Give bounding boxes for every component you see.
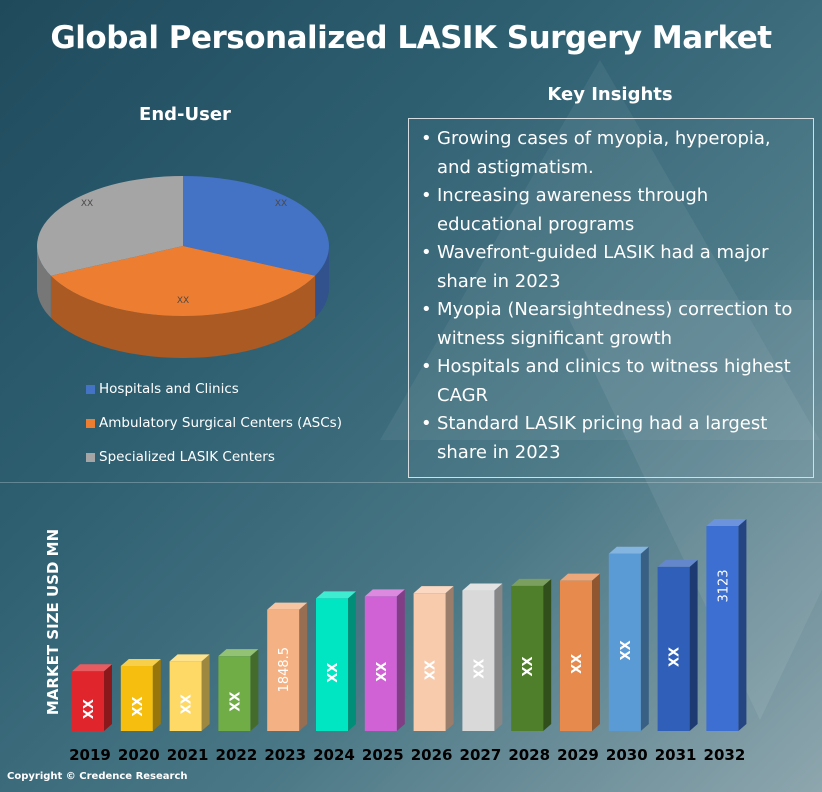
bar [511, 578, 552, 731]
bar [657, 559, 698, 731]
pie-value-label: XX [81, 199, 93, 209]
x-tick-label: 2021 [167, 746, 209, 764]
insight-item: Hospitals and clinics to witness highest… [421, 353, 805, 410]
x-tick-label: 2024 [313, 746, 355, 764]
x-tick-label: 2022 [216, 746, 258, 764]
bar-value-label: 1848.5 [277, 647, 292, 693]
legend-label: Specialized LASIK Centers [99, 449, 275, 465]
legend-swatch [86, 452, 95, 462]
pie-slice-side [315, 246, 329, 318]
x-tick-label: 2031 [655, 746, 697, 764]
x-tick-label: 2020 [118, 746, 160, 764]
page-title: Global Personalized LASIK Surgery Market [50, 20, 772, 56]
x-tick-label: 2029 [557, 746, 599, 764]
bar-value-label: XX [619, 640, 634, 660]
legend-swatch [86, 384, 95, 394]
bar-value-label: XX [131, 696, 146, 716]
pie-slice-side [50, 275, 316, 358]
insight-item: Increasing awareness through educational… [421, 182, 805, 239]
pie-value-label: XX [275, 199, 287, 209]
bar-value-label: XX [570, 654, 585, 674]
bar-value-label: 3123 [716, 569, 731, 602]
bar-value-label: XX [521, 656, 536, 676]
insight-item: Myopia (Nearsightedness) correction to w… [421, 296, 805, 353]
pie-value-label: XX [177, 296, 189, 306]
x-tick-label: 2023 [264, 746, 306, 764]
legend-item: Hospitals and Clinics [86, 372, 342, 406]
bar-value-label: XX [228, 692, 243, 712]
pie-slice [37, 176, 183, 276]
bar-value-label: XX [82, 699, 97, 719]
bar [72, 664, 112, 731]
bar [364, 589, 405, 731]
x-tick-label: 2027 [460, 746, 502, 764]
bar [218, 649, 259, 731]
bar [462, 583, 503, 731]
bar-value-label: XX [375, 662, 390, 682]
copyright-text: Copyright © Credence Research [7, 771, 188, 782]
insights-heading: Key Insights [547, 84, 673, 105]
bar-value-label: XX [180, 694, 195, 714]
pie-slice-side [37, 246, 51, 318]
x-tick-label: 2025 [362, 746, 404, 764]
pie-legend: Hospitals and Clinics Ambulatory Surgica… [86, 372, 342, 474]
x-tick-label: 2026 [411, 746, 453, 764]
pie-heading: End-User [139, 104, 231, 125]
key-insights-box: Growing cases of myopia, hyperopia, and … [408, 118, 814, 478]
insight-item: Wavefront-guided LASIK had a major share… [421, 239, 805, 296]
bar-value-label: XX [424, 660, 439, 680]
section-divider [0, 482, 822, 483]
bar [316, 591, 356, 731]
legend-item: Ambulatory Surgical Centers (ASCs) [86, 406, 342, 440]
bar [267, 602, 308, 731]
insights-list: Growing cases of myopia, hyperopia, and … [409, 119, 813, 467]
x-tick-label: 2019 [69, 746, 111, 764]
x-tick-label: 2032 [704, 746, 746, 764]
insight-item: Standard LASIK pricing had a largest sha… [421, 410, 805, 467]
legend-item: Specialized LASIK Centers [86, 440, 342, 474]
legend-label: Hospitals and Clinics [99, 381, 239, 397]
bar [560, 573, 600, 731]
x-tick-label: 2028 [508, 746, 550, 764]
pie-slice [50, 246, 316, 316]
bar-value-label: XX [668, 647, 683, 667]
legend-swatch [86, 418, 95, 428]
bar-value-label: XX [326, 663, 341, 683]
bar-value-label: XX [472, 659, 487, 679]
y-axis-label: MARKET SIZE USD MN [44, 529, 62, 715]
insight-item: Growing cases of myopia, hyperopia, and … [421, 125, 805, 182]
legend-label: Ambulatory Surgical Centers (ASCs) [99, 415, 342, 431]
bar [608, 546, 649, 731]
bar [413, 586, 454, 731]
bar [169, 654, 210, 731]
pie-slice [183, 176, 329, 276]
bar [120, 659, 161, 731]
x-tick-label: 2030 [606, 746, 648, 764]
bar [706, 519, 747, 731]
